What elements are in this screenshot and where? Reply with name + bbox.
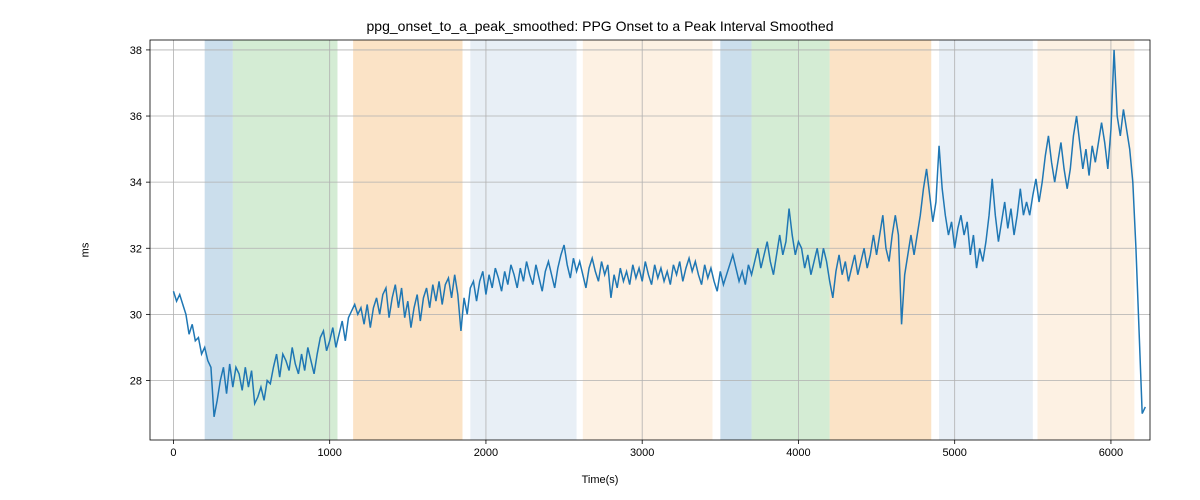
- band: [233, 40, 338, 440]
- chart-container: ppg_onset_to_a_peak_smoothed: PPG Onset …: [0, 0, 1200, 500]
- band: [353, 40, 462, 440]
- y-tick-label: 36: [130, 111, 142, 123]
- y-axis-label: ms: [79, 243, 91, 258]
- x-tick-label: 6000: [1099, 447, 1123, 459]
- x-tick-label: 5000: [942, 447, 966, 459]
- band: [752, 40, 830, 440]
- x-tick-label: 3000: [630, 447, 654, 459]
- y-tick-label: 34: [130, 177, 142, 189]
- chart-svg: 0 1000 2000 3000 4000 5000 6000 28 30 32 34 36 38: [0, 0, 1200, 500]
- y-tick-label: 32: [130, 243, 142, 255]
- band: [1038, 40, 1135, 440]
- x-tick-label: 1000: [317, 447, 341, 459]
- x-axis-label: Time(s): [582, 474, 619, 486]
- band: [583, 40, 713, 440]
- band: [720, 40, 751, 440]
- x-tick-label: 0: [170, 447, 176, 459]
- y-tick-label: 30: [130, 309, 142, 321]
- x-tick-label: 4000: [786, 447, 810, 459]
- y-tick-label: 28: [130, 375, 142, 387]
- chart-title: ppg_onset_to_a_peak_smoothed: PPG Onset …: [367, 18, 834, 34]
- x-tick-label: 2000: [474, 447, 498, 459]
- y-tick-label: 38: [130, 45, 142, 57]
